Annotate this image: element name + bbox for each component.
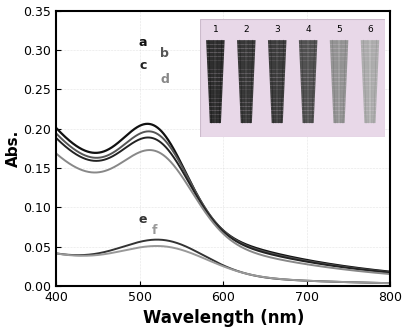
Text: b: b [160,47,169,60]
Text: d: d [160,73,169,86]
Text: e: e [139,213,147,226]
Text: f: f [152,224,157,237]
Text: c: c [140,59,147,72]
X-axis label: Wavelength (nm): Wavelength (nm) [143,309,304,327]
Text: a: a [139,36,147,49]
Y-axis label: Abs.: Abs. [6,130,20,167]
